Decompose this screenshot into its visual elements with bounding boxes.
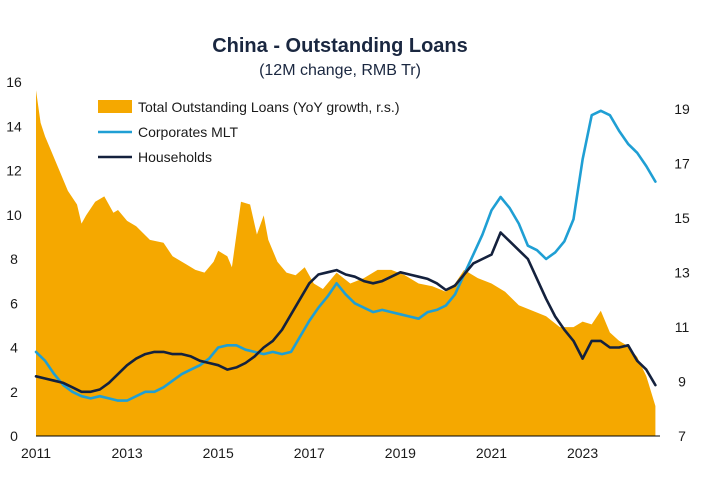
legend-label-total: Total Outstanding Loans (YoY growth, r.s… (138, 99, 400, 115)
x-tick-label: 2021 (476, 445, 507, 461)
legend: Total Outstanding Loans (YoY growth, r.s… (98, 99, 400, 165)
right-tick-label: 19 (674, 101, 690, 117)
corporates-mlt-line (34, 109, 657, 402)
left-tick-label: 10 (6, 207, 22, 223)
right-tick-label: 13 (674, 265, 690, 281)
chart-title: China - Outstanding Loans (212, 35, 468, 57)
legend-label-households: Households (138, 149, 212, 165)
legend-label-corporates: Corporates MLT (138, 124, 239, 140)
right-tick-label: 11 (675, 319, 690, 335)
chart-subtitle: (12M change, RMB Tr) (259, 62, 421, 79)
left-tick-label: 8 (10, 251, 18, 267)
left-tick-label: 14 (6, 118, 22, 134)
x-axis-ticks: 2011 2013 2015 2017 2019 2021 2023 (21, 445, 598, 461)
x-tick-label: 2015 (203, 445, 234, 461)
plot-area (34, 90, 660, 437)
x-tick-label: 2017 (294, 445, 325, 461)
right-tick-label: 15 (674, 210, 690, 226)
left-tick-label: 6 (10, 295, 18, 311)
left-axis-ticks: 0 2 4 6 8 10 12 14 16 (6, 74, 22, 444)
left-tick-label: 4 (10, 340, 18, 356)
left-tick-label: 16 (6, 74, 22, 90)
left-tick-label: 12 (6, 163, 22, 179)
right-tick-label: 17 (674, 156, 690, 172)
legend-swatch-total (98, 100, 132, 113)
right-axis-ticks: 7 9 11 13 15 17 19 (674, 101, 690, 444)
households-line (34, 231, 657, 394)
left-tick-label: 0 (10, 428, 18, 444)
left-tick-label: 2 (10, 384, 18, 400)
right-tick-label: 9 (678, 374, 686, 390)
x-tick-label: 2019 (385, 445, 416, 461)
x-tick-label: 2011 (21, 445, 51, 461)
x-tick-label: 2023 (567, 445, 598, 461)
total-loans-area (36, 90, 656, 436)
right-tick-label: 7 (678, 428, 686, 444)
x-tick-label: 2013 (112, 445, 143, 461)
